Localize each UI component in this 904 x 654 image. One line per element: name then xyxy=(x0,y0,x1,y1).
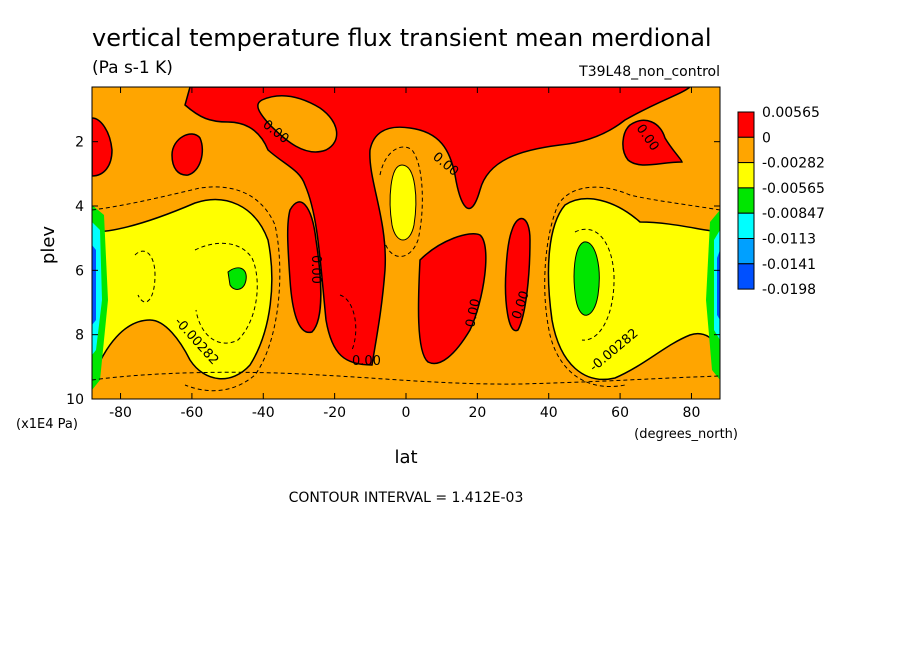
x-axis-units: (degrees_north) xyxy=(634,427,738,442)
contour-label: 0.00 xyxy=(463,297,484,328)
green-region-south xyxy=(227,267,247,290)
red-region-south-tongue xyxy=(286,201,322,334)
red-region-south-blob xyxy=(171,133,204,176)
colorbar-label: -0.00847 xyxy=(762,206,825,222)
contour-label: 0.00 xyxy=(308,255,323,284)
yellow-region-south xyxy=(92,198,273,381)
yellow-region-equator xyxy=(389,164,417,241)
x-axis: -80 -60 -40 -20 0 20 40 60 80 xyxy=(109,87,700,421)
contour-interval-note: CONTOUR INTERVAL = 1.412E-03 xyxy=(289,490,524,506)
orange-inset-top xyxy=(257,95,338,153)
x-tick-label: -80 xyxy=(109,405,132,421)
colorbar-label: 0 xyxy=(762,130,771,146)
red-region-equator-lower xyxy=(417,233,487,365)
colorbar-swatch xyxy=(737,263,755,290)
x-tick-label: 40 xyxy=(540,405,558,421)
colorbar-label: -0.0113 xyxy=(762,232,816,248)
dataset-label: T39L48_non_control xyxy=(578,64,720,80)
x-tick-label: 60 xyxy=(611,405,629,421)
y-tick-label: 6 xyxy=(75,263,84,279)
y-axis: 2 4 6 8 10 xyxy=(66,135,720,408)
red-region-north-tongue xyxy=(504,217,531,332)
dashed-contours xyxy=(92,146,720,392)
x-tick-label: 0 xyxy=(402,405,411,421)
colorbar-label: -0.0141 xyxy=(762,257,816,273)
y-tick-label: 10 xyxy=(66,392,84,408)
colorbar-swatch xyxy=(737,136,755,164)
colorbar-swatch xyxy=(737,238,755,265)
x-tick-label: -40 xyxy=(252,405,275,421)
colorbar-swatch xyxy=(737,187,755,214)
green-region-north xyxy=(573,241,600,316)
red-region-northhill xyxy=(622,119,683,166)
blue-edge-west xyxy=(92,245,96,325)
colorbar-label: 0.00565 xyxy=(762,105,820,121)
x-tick-label: -20 xyxy=(323,405,346,421)
colorbar-swatch xyxy=(737,162,755,189)
red-region-west-edge xyxy=(92,117,113,177)
colorbar-swatch xyxy=(737,111,755,138)
y-axis-label: plev xyxy=(38,226,59,265)
colorbar-label: -0.0198 xyxy=(762,282,816,298)
contour-label: 0.00 xyxy=(352,354,381,369)
chart-title: vertical temperature flux transient mean… xyxy=(92,24,712,52)
colorbar-label: -0.00282 xyxy=(762,156,825,172)
x-axis-label: lat xyxy=(394,447,417,468)
blue-edge-east xyxy=(717,250,720,320)
colorbar-label: -0.00565 xyxy=(762,181,825,197)
x-tick-label: -60 xyxy=(180,405,203,421)
y-axis-units: (x1E4 Pa) xyxy=(16,417,78,432)
plot-area: 0.00 0.00 0.00 0.00 0.00 0.00 0.00 -0.00… xyxy=(92,87,720,399)
y-tick-label: 2 xyxy=(75,135,84,151)
red-region-upper xyxy=(184,87,692,366)
x-tick-label: 20 xyxy=(468,405,486,421)
colorbar-swatch xyxy=(737,212,755,239)
colorbar: 0.00565 0 -0.00282 -0.00565 -0.00847 -0.0113 -… xyxy=(737,105,825,298)
x-tick-label: 80 xyxy=(683,405,701,421)
yellow-region-north xyxy=(547,198,720,380)
units-label: (Pa s-1 K) xyxy=(92,58,173,78)
y-tick-label: 4 xyxy=(75,199,84,215)
y-tick-label: 8 xyxy=(75,328,84,344)
